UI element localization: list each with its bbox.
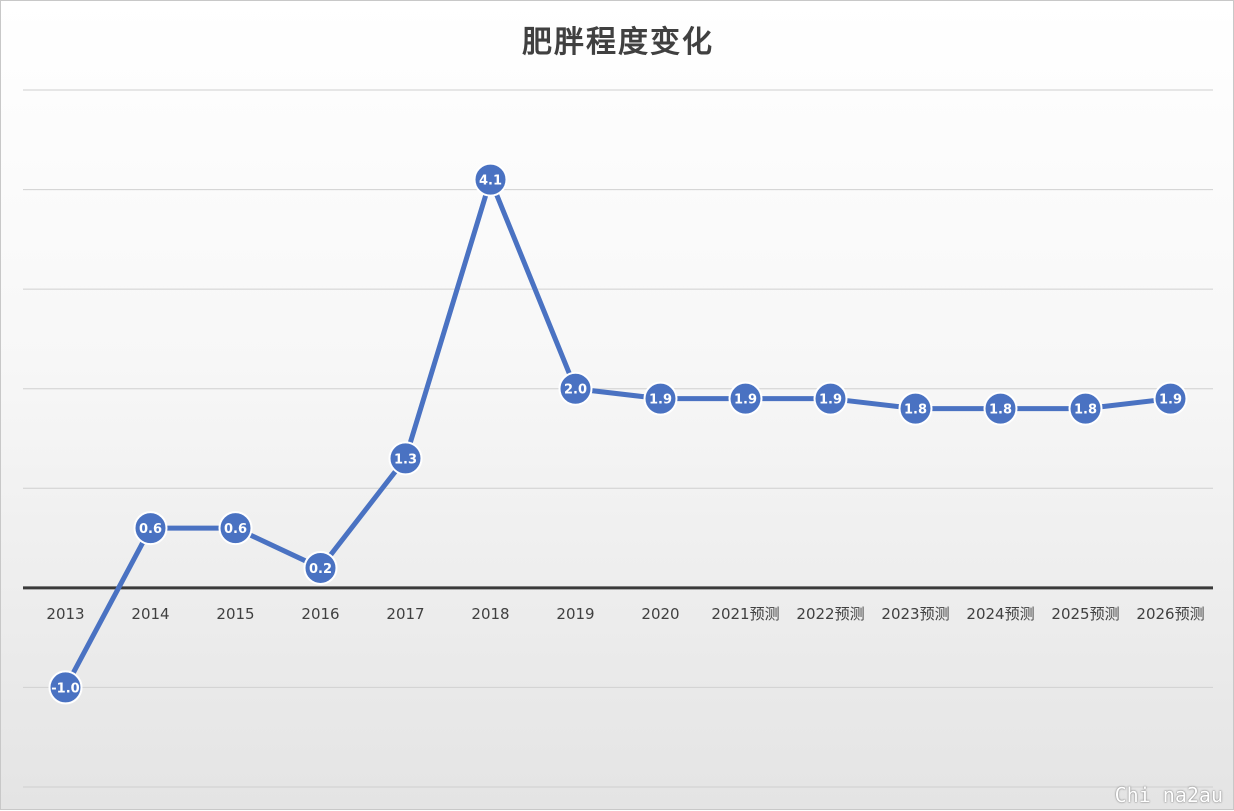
data-label: 0.2 bbox=[309, 562, 332, 577]
x-tick-label: 2021预测 bbox=[711, 605, 779, 623]
x-tick-label: 2013 bbox=[46, 605, 84, 623]
data-label: -1.0 bbox=[51, 681, 79, 696]
x-tick-label: 2025预测 bbox=[1051, 605, 1119, 623]
data-point bbox=[48, 670, 83, 705]
x-tick-label: 2020 bbox=[641, 605, 679, 623]
data-point bbox=[813, 381, 848, 416]
data-point bbox=[558, 371, 593, 406]
data-point bbox=[983, 391, 1018, 426]
data-label: 0.6 bbox=[224, 522, 247, 537]
x-tick-label: 2015 bbox=[216, 605, 254, 623]
chart-title: 肥胖程度变化 bbox=[522, 25, 714, 60]
x-tick-label: 2023预测 bbox=[881, 605, 949, 623]
data-point bbox=[1153, 381, 1188, 416]
watermark: Chi na2au bbox=[1114, 783, 1223, 807]
data-label: 1.3 bbox=[394, 452, 417, 467]
data-point bbox=[133, 511, 168, 546]
data-point bbox=[388, 441, 423, 476]
data-point bbox=[303, 550, 338, 585]
data-point bbox=[898, 391, 933, 426]
data-label: 0.6 bbox=[139, 522, 162, 537]
x-tick-label: 2024预测 bbox=[966, 605, 1034, 623]
data-label: 1.9 bbox=[649, 393, 672, 408]
data-label: 1.8 bbox=[904, 403, 927, 418]
data-point bbox=[643, 381, 678, 416]
x-tick-label: 2018 bbox=[471, 605, 509, 623]
data-label: 1.8 bbox=[989, 403, 1012, 418]
data-label: 1.8 bbox=[1074, 403, 1097, 418]
x-tick-label: 2026预测 bbox=[1136, 605, 1204, 623]
x-tick-label: 2017 bbox=[386, 605, 424, 623]
data-label: 2.0 bbox=[564, 383, 587, 398]
x-tick-label: 2022预测 bbox=[796, 605, 864, 623]
x-tick-label: 2019 bbox=[556, 605, 594, 623]
data-point bbox=[728, 381, 763, 416]
data-label: 1.9 bbox=[734, 393, 757, 408]
data-point bbox=[473, 162, 508, 197]
data-label: 1.9 bbox=[819, 393, 842, 408]
data-point bbox=[218, 511, 253, 546]
x-tick-label: 2016 bbox=[301, 605, 339, 623]
data-label: 4.1 bbox=[479, 174, 502, 189]
data-label: 1.9 bbox=[1159, 393, 1182, 408]
x-tick-label: 2014 bbox=[131, 605, 169, 623]
data-point bbox=[1068, 391, 1103, 426]
